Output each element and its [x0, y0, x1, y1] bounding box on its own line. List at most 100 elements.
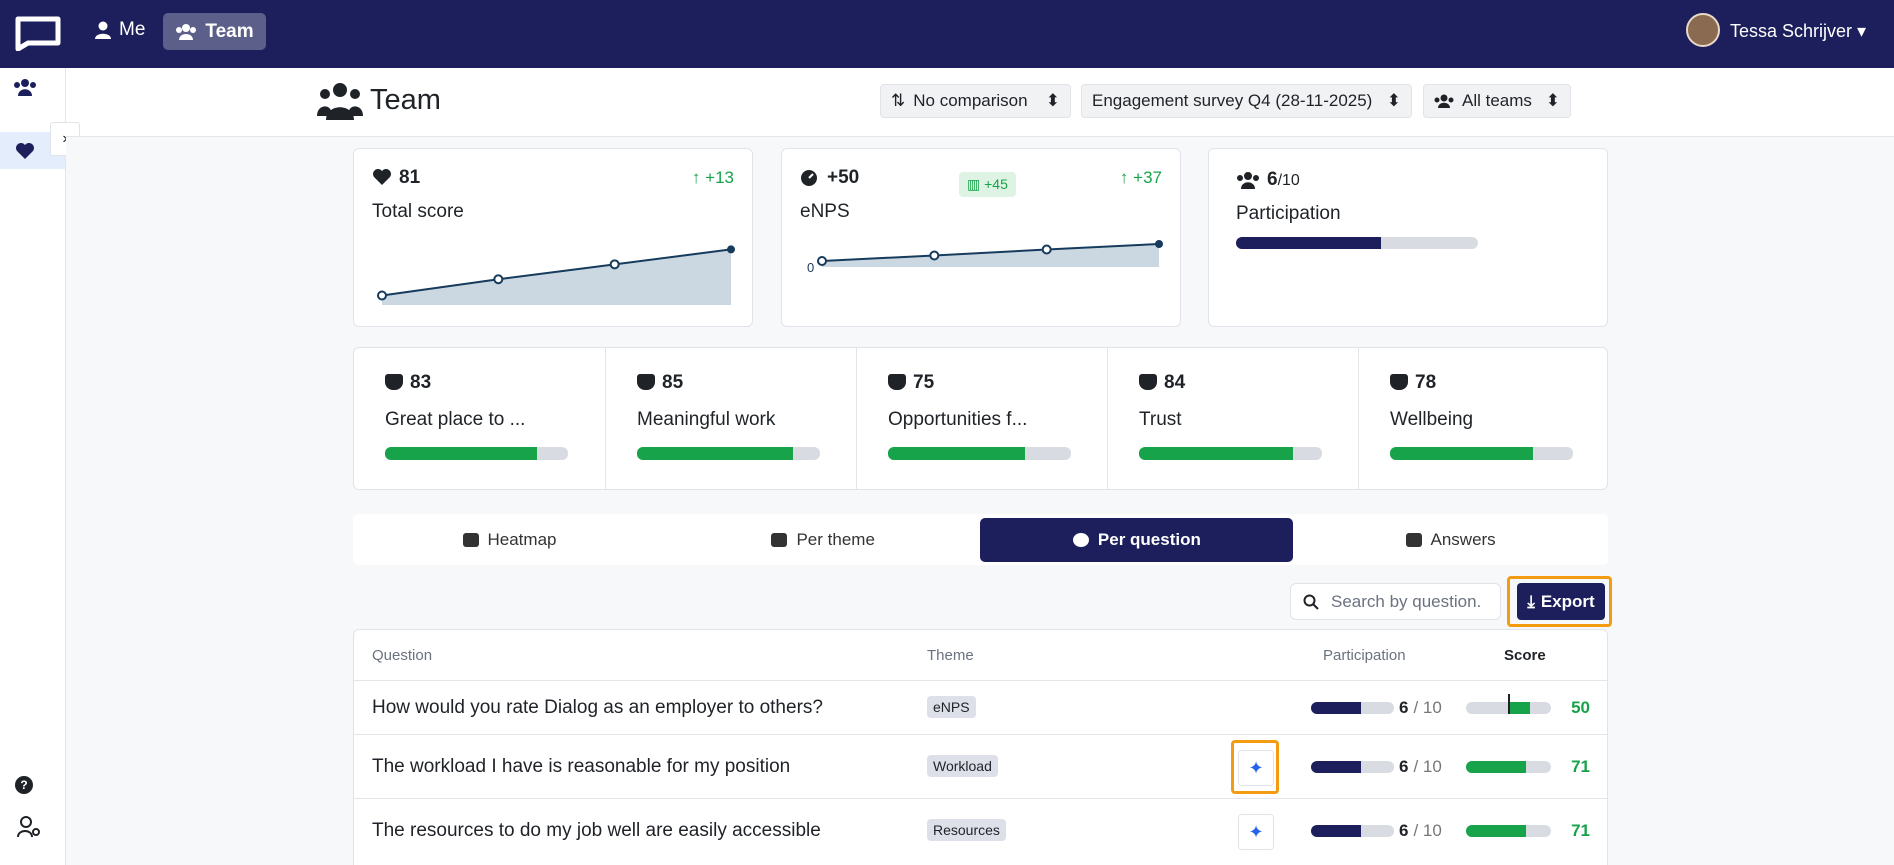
theme-value: 83: [410, 372, 432, 393]
tab[interactable]: Answers: [1294, 518, 1607, 562]
tab-label: Answers: [1430, 530, 1496, 549]
theme-value: 78: [1415, 372, 1437, 393]
tab-label: Per question: [1097, 530, 1201, 549]
enps-benchmark-text: +45: [984, 176, 1008, 192]
participation-count: 6: [1399, 757, 1409, 776]
column-header: Theme: [927, 647, 974, 664]
sparkline: 0: [807, 240, 1163, 275]
page-title: Team: [370, 84, 441, 116]
total-delta: ↑ +13: [691, 168, 734, 187]
question-text: The workload I have is reasonable for my…: [372, 756, 791, 777]
participation-total: 10: [1413, 698, 1441, 717]
theme-bar: [1390, 447, 1573, 460]
sparkline-point: [929, 250, 940, 261]
participation-total-num: 10: [1282, 172, 1300, 189]
sparkline-point: [727, 245, 735, 254]
user-menu[interactable]: Tessa Schrijver ▾: [1730, 21, 1867, 41]
column-header[interactable]: Question: [372, 647, 433, 664]
sparkline-point: [1155, 240, 1163, 248]
sparkline-area: [822, 244, 1159, 267]
participation-label: Participation: [1236, 203, 1341, 224]
score-fill: [1466, 825, 1527, 837]
logo[interactable]: [12, 15, 64, 51]
top-bar: Me Team Tessa Schrijver ▾: [0, 0, 1894, 68]
survey-dropdown[interactable]: Engagement survey Q4 (28-11-2025) ⬍: [1081, 84, 1412, 118]
score-zero: [1507, 694, 1510, 714]
tab-icon: [1072, 533, 1089, 547]
help-icon[interactable]: ?: [15, 776, 33, 794]
export-button[interactable]: ⤓ Export: [1517, 583, 1605, 620]
tab[interactable]: Heatmap: [353, 518, 666, 562]
total-value: 81: [399, 167, 421, 188]
sparkline-point: [817, 256, 827, 267]
theme-label: Wellbeing: [1390, 409, 1474, 430]
participation-total: /10: [1277, 172, 1300, 189]
theme-tag: Resources: [927, 819, 1006, 841]
theme-fill: [385, 447, 537, 460]
search-box[interactable]: Search by question.: [1290, 583, 1501, 620]
sparkline-point: [1041, 244, 1052, 255]
participation-bar: [1311, 825, 1394, 837]
tab-icon: [771, 533, 788, 547]
participation-card: 6/10 Participation: [1208, 148, 1608, 327]
participation-fill: [1311, 761, 1361, 773]
nav-me[interactable]: Me: [95, 19, 145, 41]
participation-count: 6: [1267, 169, 1278, 190]
sparkline-area: [382, 249, 731, 305]
settings-icon[interactable]: [17, 816, 41, 838]
tab-icon: [1405, 533, 1422, 547]
ai-icon: ✦: [1248, 821, 1264, 842]
side-team-icon[interactable]: [13, 78, 37, 96]
questions-table: Question Theme Participation Score How would…: [353, 629, 1608, 865]
tab-label: Per theme: [796, 530, 875, 549]
theme-label: Opportunities f...: [888, 409, 1028, 430]
total-label: Total score: [372, 201, 464, 222]
teams-dropdown[interactable]: All teams ⬍: [1423, 84, 1571, 118]
score-bar: [1466, 761, 1551, 773]
participation-fill: [1311, 702, 1361, 714]
nav-team[interactable]: Team: [163, 13, 266, 50]
tab[interactable]: Per question: [980, 518, 1294, 562]
theme-tag: eNPS: [927, 696, 976, 718]
tab-label: Heatmap: [487, 530, 557, 549]
sparkline-line: [821, 243, 1160, 263]
participation-count: 6: [1399, 821, 1409, 840]
y-tick-label: 0: [807, 260, 814, 275]
sparkline: [377, 245, 735, 305]
themes-box: 83 Great place to ... 85 Meaningful work 75 O…: [353, 347, 1608, 490]
column-header[interactable]: Participation: [1323, 647, 1406, 664]
score-value: 50: [1571, 698, 1590, 717]
avatar[interactable]: [1686, 13, 1720, 47]
enps-benchmark: ▥ +45: [959, 172, 1016, 197]
theme-column: 84 Trust: [1107, 348, 1359, 489]
tab[interactable]: Per theme: [667, 518, 980, 562]
participation-total: 10: [1413, 757, 1441, 776]
theme-value: 75: [913, 372, 935, 393]
comparison-label: No comparison: [913, 91, 1028, 110]
theme-column: 83 Great place to ...: [354, 348, 605, 489]
sparkline-point: [377, 290, 387, 301]
theme-bar: [385, 447, 568, 460]
theme-label: Meaningful work: [637, 409, 776, 430]
score-fill: [1466, 761, 1527, 773]
enps-delta-text: +37: [1133, 168, 1162, 187]
enps-delta: ↑ +37: [1119, 168, 1162, 187]
theme-value: 85: [662, 372, 684, 393]
teams-label: All teams: [1462, 91, 1532, 110]
theme-bar: [888, 447, 1071, 460]
sparkline-point: [493, 274, 504, 285]
enps-value: +50: [827, 167, 860, 188]
participation-text: 610: [1399, 698, 1442, 718]
comparison-dropdown[interactable]: ⇅ No comparison ⬍: [880, 84, 1071, 118]
participation-total: 10: [1413, 821, 1441, 840]
theme-fill: [1390, 447, 1533, 460]
ai-button[interactable]: ✦: [1238, 750, 1274, 786]
ai-highlight: [1231, 740, 1279, 794]
score-value: 71: [1571, 757, 1590, 776]
nav-team-label: Team: [205, 20, 254, 42]
column-header[interactable]: Score: [1504, 647, 1546, 664]
theme-bar: [637, 447, 820, 460]
ai-button[interactable]: ✦: [1238, 814, 1274, 850]
theme-value: 84: [1164, 372, 1186, 393]
